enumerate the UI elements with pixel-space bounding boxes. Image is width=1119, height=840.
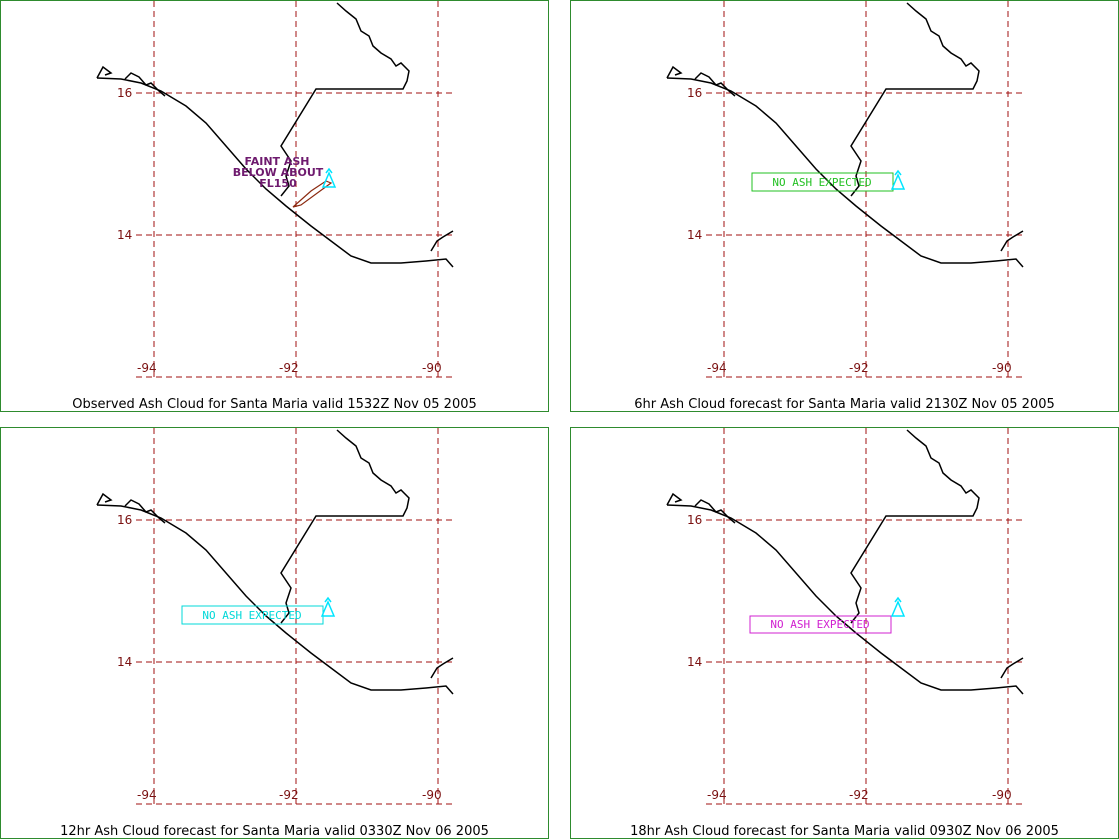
map-12hr: 16 14 -94 -92 -90 NO ASH EXPECTED xyxy=(96,428,456,805)
coastline xyxy=(96,429,454,695)
panel-caption: 18hr Ash Cloud forecast for Santa Maria … xyxy=(630,824,1059,839)
map-18hr: 16 14 -94 -92 -90 NO ASH EXPECTED xyxy=(666,428,1026,805)
lon-label-90: -90 xyxy=(422,361,442,375)
map-observed: 16 14 -94 -92 -90 FAINT ASH BELOW ABOUT … xyxy=(96,1,456,378)
panel-caption: 12hr Ash Cloud forecast for Santa Maria … xyxy=(60,824,489,839)
lon-label-94: -94 xyxy=(137,788,157,802)
lon-label-92: -92 xyxy=(279,361,299,375)
lon-label-92: -92 xyxy=(849,788,869,802)
lat-label-14: 14 xyxy=(117,228,132,242)
ash-annotation-line-2: BELOW ABOUT xyxy=(233,166,324,179)
lon-label-90: -90 xyxy=(422,788,442,802)
lat-label-14: 14 xyxy=(117,655,132,669)
no-ash-box xyxy=(751,172,894,192)
lon-label-94: -94 xyxy=(707,788,727,802)
panel-observed: 16 14 -94 -92 -90 FAINT ASH BELOW ABOUT … xyxy=(0,0,549,412)
coastline xyxy=(666,429,1024,695)
lon-label-92: -92 xyxy=(279,788,299,802)
no-ash-label: NO ASH EXPECTED xyxy=(770,618,869,631)
panel-12hr: 16 14 -94 -92 -90 NO ASH EXPECTED 12hr A… xyxy=(0,427,549,839)
ash-polygon xyxy=(292,180,333,208)
lon-label-90: -90 xyxy=(992,788,1012,802)
grid-lines xyxy=(706,428,1026,805)
no-ash-box xyxy=(749,615,892,634)
lat-label-16: 16 xyxy=(117,513,132,527)
map-6hr: 16 14 -94 -92 -90 NO ASH EXPECTED xyxy=(666,1,1026,378)
lat-label-14: 14 xyxy=(687,655,702,669)
ash-annotation-line-3: FL150 xyxy=(259,177,297,190)
no-ash-label: NO ASH EXPECTED xyxy=(202,609,301,622)
lat-label-16: 16 xyxy=(687,513,702,527)
lat-label-16: 16 xyxy=(687,86,702,100)
lon-label-94: -94 xyxy=(137,361,157,375)
lat-label-14: 14 xyxy=(687,228,702,242)
grid-lines xyxy=(136,428,456,805)
no-ash-label: NO ASH EXPECTED xyxy=(772,176,871,189)
lon-label-90: -90 xyxy=(992,361,1012,375)
coastline xyxy=(96,2,454,268)
panel-6hr: 16 14 -94 -92 -90 NO ASH EXPECTED 6hr As… xyxy=(570,0,1119,412)
grid-lines xyxy=(136,1,456,378)
lon-label-94: -94 xyxy=(707,361,727,375)
volcano-icon xyxy=(321,167,337,188)
lon-label-92: -92 xyxy=(849,361,869,375)
panel-caption: Observed Ash Cloud for Santa Maria valid… xyxy=(72,397,477,412)
lat-label-16: 16 xyxy=(117,86,132,100)
grid-lines xyxy=(706,1,1026,378)
volcano-icon xyxy=(890,169,906,190)
volcano-icon xyxy=(890,596,906,617)
volcano-icon xyxy=(320,596,336,617)
panel-18hr: 16 14 -94 -92 -90 NO ASH EXPECTED 18hr A… xyxy=(570,427,1119,839)
ash-annotation-line-1: FAINT ASH xyxy=(244,155,309,168)
coastline xyxy=(666,2,1024,268)
panel-caption: 6hr Ash Cloud forecast for Santa Maria v… xyxy=(634,397,1055,412)
